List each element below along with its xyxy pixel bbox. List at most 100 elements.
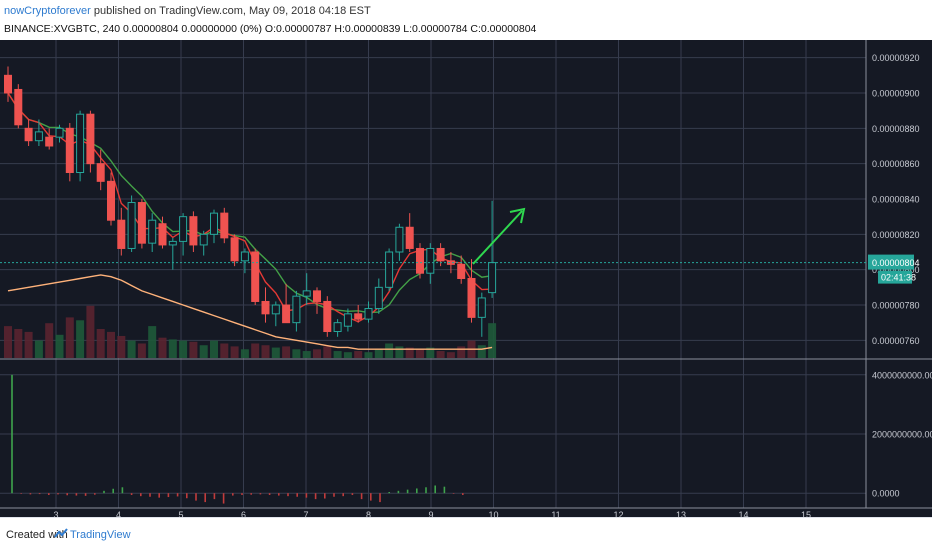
candle-body xyxy=(333,322,342,332)
volume-bar xyxy=(323,346,332,358)
volume-bar xyxy=(385,343,394,358)
candle-body xyxy=(148,219,157,244)
price-chart[interactable]: 0.00000920 0.00000900 0.00000880 0.00000860… xyxy=(0,40,932,517)
time-axis-label: 5 xyxy=(178,510,183,517)
time-axis-label: 13 xyxy=(676,510,686,517)
candle-body xyxy=(117,219,126,249)
price-axis-label: 0.00000860 xyxy=(872,159,920,169)
candle-body xyxy=(189,216,198,246)
chart-area[interactable]: 0.00000920 0.00000900 0.00000880 0.00000860… xyxy=(0,40,932,517)
volume-bar xyxy=(457,346,466,358)
candle-body xyxy=(24,127,33,142)
price-axis-label: 0.00000880 xyxy=(872,124,920,134)
trend-arrow-line xyxy=(472,210,523,265)
ma-slow-line xyxy=(7,274,493,350)
candle-body xyxy=(395,226,404,253)
price-axis-label: 0.00000780 xyxy=(872,301,920,311)
candle-body xyxy=(477,297,486,318)
time-axis-label: 7 xyxy=(303,510,308,517)
author-link[interactable]: nowCryptoforever xyxy=(4,5,91,17)
volume-bar xyxy=(14,329,23,358)
tradingview-link[interactable]: TradingView xyxy=(70,529,131,541)
time-axis-label: 14 xyxy=(738,510,748,517)
publication-info: nowCryptoforever published on TradingVie… xyxy=(4,5,371,17)
candle-body xyxy=(76,113,85,173)
volume-bar xyxy=(313,349,321,358)
price-axis-label: 0.00000760 xyxy=(872,336,920,346)
volume-bar xyxy=(240,349,249,358)
candle-body xyxy=(488,262,497,294)
volume-bar xyxy=(189,341,198,358)
volume-bar xyxy=(261,345,270,358)
price-axis-label: 0.00000920 xyxy=(872,53,920,63)
countdown-badge xyxy=(878,270,912,284)
candle-body xyxy=(261,300,270,315)
last-price-badge xyxy=(868,254,914,270)
volume-bar xyxy=(96,329,105,358)
volume-bar xyxy=(148,326,157,358)
time-axis-label: 12 xyxy=(613,510,623,517)
published-text: published on TradingView.com, May 09, 20… xyxy=(90,5,371,17)
volume-bar xyxy=(117,335,126,358)
time-axis-label: 9 xyxy=(428,510,433,517)
volume-bar xyxy=(416,349,424,358)
volume-bar xyxy=(271,347,280,358)
candle-body xyxy=(416,247,424,274)
candle-body xyxy=(457,263,466,280)
volume-bar xyxy=(292,349,301,358)
volume-bar xyxy=(199,345,208,358)
candle-body xyxy=(45,136,54,147)
candle-body xyxy=(199,233,208,246)
volume-bar xyxy=(364,352,373,358)
volume-bar xyxy=(436,351,445,358)
volume-bar xyxy=(405,347,414,358)
candle-body xyxy=(65,127,74,174)
candle-body xyxy=(158,223,167,246)
tradingview-logo-icon xyxy=(54,528,68,538)
symbol-ohlc-line: BINANCE:XVGBTC, 240 0.00000804 0.0000000… xyxy=(4,23,537,35)
indicator-axis-label: 0.0000 xyxy=(872,489,900,499)
time-axis-label: 11 xyxy=(551,510,560,517)
volume-bar xyxy=(343,352,352,358)
chart-header: nowCryptoforever published on TradingVie… xyxy=(0,0,932,40)
candle-body xyxy=(282,304,291,324)
created-with-label: Created with xyxy=(6,529,68,541)
candle-body xyxy=(210,212,218,235)
candle-body xyxy=(4,74,12,94)
volume-bar xyxy=(251,343,260,358)
volume-bar xyxy=(446,352,455,358)
volume-bar xyxy=(168,339,177,358)
indicator-axis-label: 4000000000.0000 xyxy=(872,370,932,380)
time-axis-label: 3 xyxy=(53,510,58,517)
time-axis-label: 8 xyxy=(366,510,371,517)
volume-bar xyxy=(34,340,43,358)
last-price-label: 0.00000804 xyxy=(872,258,920,268)
candle-body xyxy=(426,247,435,274)
candle-body xyxy=(302,290,311,297)
candle-body xyxy=(467,278,476,318)
volume-bar xyxy=(395,346,404,358)
volume-bar xyxy=(488,323,497,358)
volume-bar xyxy=(55,334,64,358)
candle-body xyxy=(313,290,321,302)
volume-bar xyxy=(179,340,188,358)
volume-bar xyxy=(210,340,218,358)
volume-bar xyxy=(86,305,95,358)
candle-body xyxy=(107,180,115,221)
candle-body xyxy=(96,163,105,182)
candle-body xyxy=(446,260,455,265)
candle-body xyxy=(323,300,332,333)
candle-body xyxy=(240,251,249,262)
candle-body xyxy=(86,113,95,165)
time-axis-label: 10 xyxy=(488,510,498,517)
volume-bar xyxy=(4,326,12,358)
price-axis-label: 0.00000800 xyxy=(872,265,920,275)
price-axis-label: 0.00000840 xyxy=(872,195,920,205)
trend-arrow-head-icon xyxy=(509,207,526,224)
candle-body xyxy=(374,286,383,310)
price-axis-label: 0.00000820 xyxy=(872,230,920,240)
candle-body xyxy=(385,251,394,288)
footer: Created with TradingView xyxy=(0,517,932,551)
volume-bar xyxy=(220,343,229,358)
volume-bar xyxy=(107,331,115,358)
